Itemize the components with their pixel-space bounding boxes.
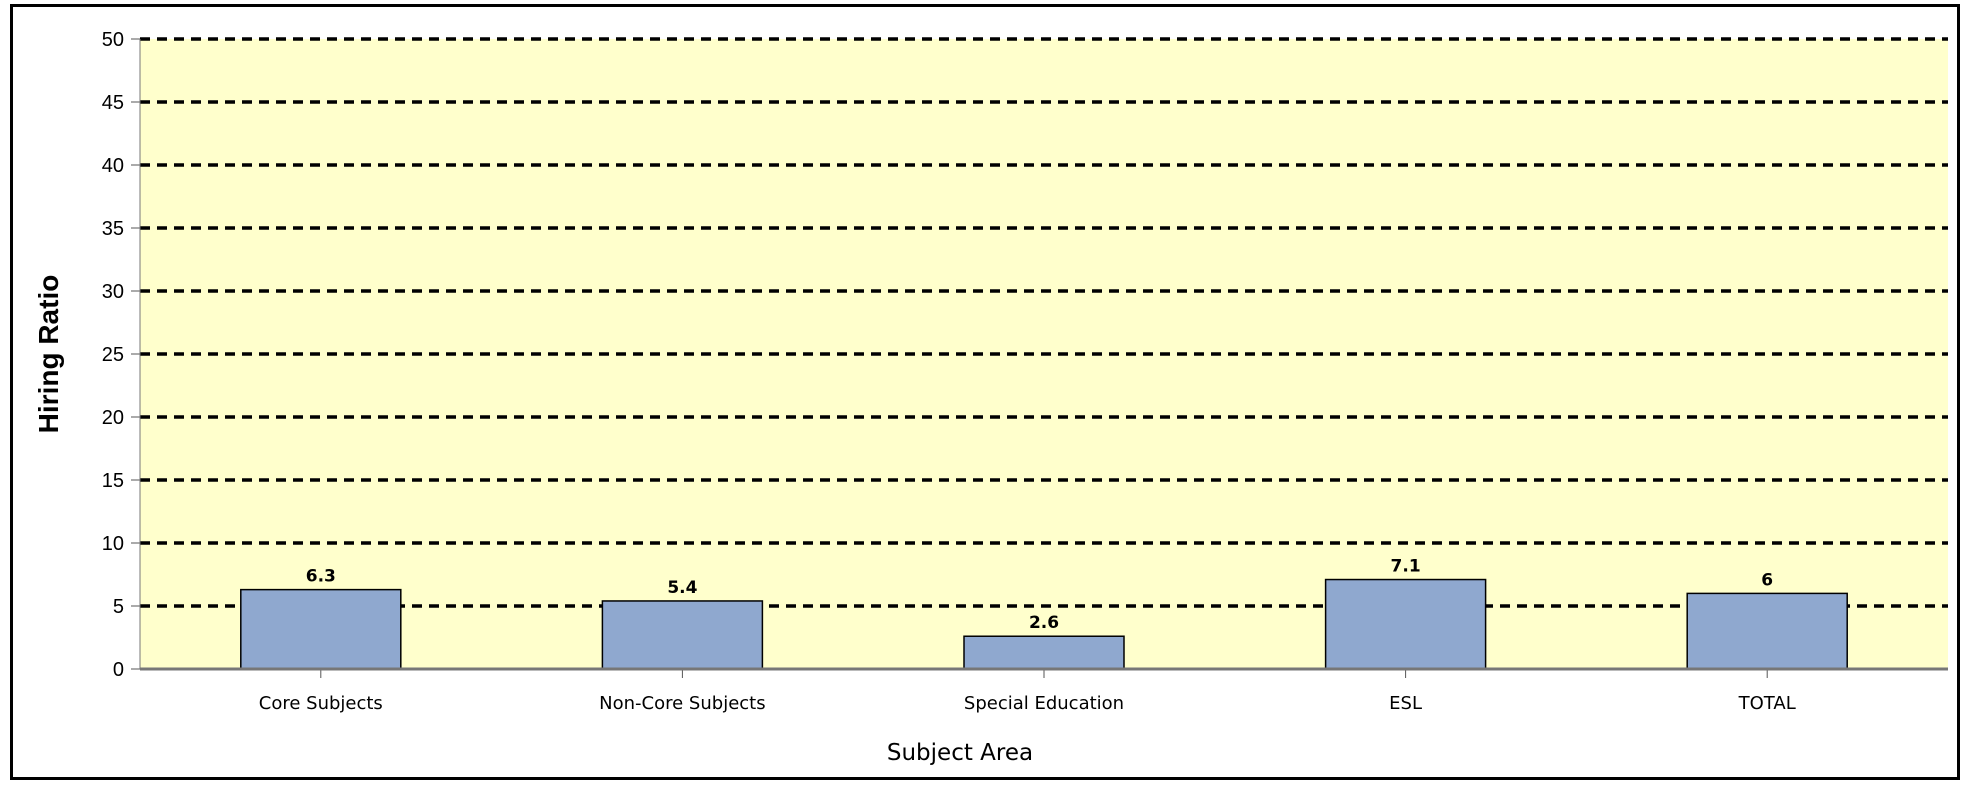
x-tick-label: Core Subjects <box>259 693 383 714</box>
bar-data-label: 6 <box>1761 570 1773 590</box>
bar <box>1324 578 1487 670</box>
y-tick-label: 15 <box>102 470 124 492</box>
x-tick-label: TOTAL <box>1738 693 1796 714</box>
x-tick-label: Non-Core Subjects <box>599 693 765 714</box>
y-tick-label: 35 <box>102 218 124 240</box>
gridlines <box>140 37 1948 608</box>
bars: 6.3 5.4 2.6 7.1 6 <box>240 557 1848 670</box>
y-tick-label: 25 <box>102 344 124 366</box>
y-axis-label: Hiring Ratio <box>33 275 64 434</box>
y-tick-label: 0 <box>113 659 124 681</box>
bar-data-label: 6.3 <box>306 567 336 587</box>
y-tick-label: 50 <box>102 29 124 51</box>
x-axis-label: Subject Area <box>887 740 1033 766</box>
y-tick-label: 10 <box>102 533 124 555</box>
y-tick-label: 45 <box>102 92 124 114</box>
x-tick-label: ESL <box>1389 693 1422 714</box>
bar-data-label: 5.4 <box>667 578 697 598</box>
bar <box>1686 592 1848 670</box>
bar <box>240 588 402 670</box>
x-axis-ticks: Core Subjects Non-Core Subjects Special Ed… <box>259 669 1796 714</box>
y-axis-ticks: 0 5 10 15 20 25 30 35 40 45 50 <box>102 29 140 681</box>
bar-data-label: 7.1 <box>1391 557 1421 577</box>
y-tick-label: 30 <box>102 281 124 303</box>
y-tick-label: 20 <box>102 407 124 429</box>
y-tick-label: 5 <box>113 596 124 618</box>
bar-data-label: 2.6 <box>1029 613 1059 633</box>
x-tick-label: Special Education <box>964 693 1124 714</box>
bar <box>963 635 1125 670</box>
y-tick-label: 40 <box>102 155 124 177</box>
bar <box>601 600 764 670</box>
